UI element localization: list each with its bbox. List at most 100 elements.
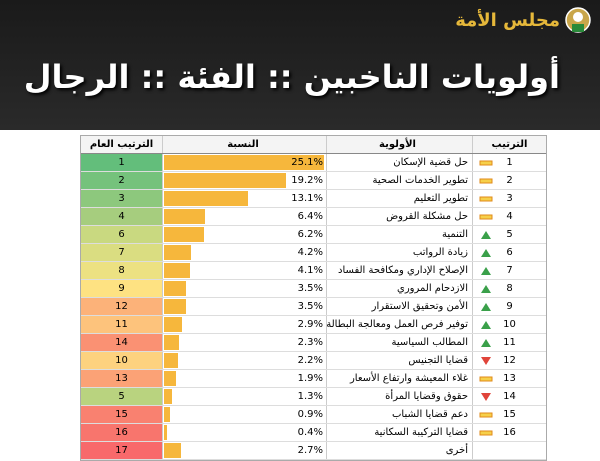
share-label: 1.3% — [297, 391, 323, 402]
data-bar — [164, 443, 182, 458]
share-cell: 1.3% — [163, 388, 327, 405]
rank: 8 — [506, 283, 513, 294]
share-label: 2.9% — [297, 319, 323, 330]
overall-rank: 10 — [81, 352, 163, 369]
share-label: 0.4% — [297, 427, 323, 438]
priority: دعم قضايا الشباب — [327, 406, 473, 423]
slide-title: أولويات الناخبين :: الفئة :: الرجال — [23, 58, 560, 96]
priority: حقوق وقضايا المرأة — [327, 388, 473, 405]
share-cell: 2.3% — [163, 334, 327, 351]
data-bar — [164, 317, 183, 332]
up-arrow — [481, 267, 491, 275]
logo — [565, 7, 591, 33]
table-row: 13 1.9% غلاء المعيشة وارتفاع الأسعار 13 — [81, 370, 546, 388]
rank-cell: 11 — [473, 334, 546, 351]
flat-dash — [479, 430, 493, 436]
rank: 9 — [506, 301, 513, 312]
data-bar — [164, 227, 204, 242]
data-bar — [164, 425, 167, 440]
data-bar — [164, 353, 179, 368]
overall-rank: 8 — [81, 262, 163, 279]
trend-icon — [479, 178, 493, 184]
trend-icon — [479, 160, 493, 166]
flat-dash — [479, 196, 493, 202]
trend-icon — [479, 214, 493, 220]
overall-rank: 15 — [81, 406, 163, 423]
rank-cell: 3 — [473, 190, 546, 207]
table-row: 17 2.7% أخرى — [81, 442, 546, 460]
share-cell: 19.2% — [163, 172, 327, 189]
data-bar — [164, 173, 287, 188]
priority: توفير فرص العمل ومعالجة البطالة — [327, 316, 473, 333]
share-label: 0.9% — [297, 409, 323, 420]
share-label: 3.5% — [297, 283, 323, 294]
rank: 12 — [503, 355, 516, 366]
rank-cell: 16 — [473, 424, 546, 441]
priority: زيادة الرواتب — [327, 244, 473, 261]
overall-rank: 11 — [81, 316, 163, 333]
logo-text: مجلس الأمة — [455, 10, 560, 31]
rank-cell: 4 — [473, 208, 546, 225]
table-row: 7 4.2% زيادة الرواتب 6 — [81, 244, 546, 262]
trend-icon — [481, 249, 491, 257]
share-cell: 2.9% — [163, 316, 327, 333]
share-label: 2.2% — [297, 355, 323, 366]
overall-rank: 9 — [81, 280, 163, 297]
trend-icon — [481, 231, 491, 239]
share-label: 25.1% — [291, 157, 323, 168]
rank-cell: 5 — [473, 226, 546, 243]
priority: قضايا التركيبة السكانية — [327, 424, 473, 441]
priority: حل قضية الإسكان — [327, 154, 473, 171]
column-header: النسبة — [163, 136, 327, 153]
share-cell: 25.1% — [163, 154, 327, 171]
rank-cell: 1 — [473, 154, 546, 171]
table-row: 10 2.2% قضايا التجنيس 12 — [81, 352, 546, 370]
rank-cell: 10 — [473, 316, 546, 333]
share-label: 2.3% — [297, 337, 323, 348]
flat-dash — [479, 376, 493, 382]
data-bar — [164, 209, 205, 224]
trend-icon — [481, 339, 491, 347]
rank-cell: 14 — [473, 388, 546, 405]
share-cell: 3.5% — [163, 298, 327, 315]
priority: غلاء المعيشة وارتفاع الأسعار — [327, 370, 473, 387]
overall-rank: 13 — [81, 370, 163, 387]
data-bar — [164, 299, 187, 314]
data-bar — [164, 335, 179, 350]
rank: 15 — [503, 409, 516, 420]
share-cell: 6.4% — [163, 208, 327, 225]
priority: الازدحام المروري — [327, 280, 473, 297]
share-cell: 4.1% — [163, 262, 327, 279]
up-arrow — [481, 285, 491, 293]
table-row: 1 25.1% حل قضية الإسكان 1 — [81, 154, 546, 172]
rank-cell — [473, 442, 546, 459]
rank: 3 — [506, 193, 513, 204]
table-row: 2 19.2% تطوير الخدمات الصحية 2 — [81, 172, 546, 190]
rank-cell: 15 — [473, 406, 546, 423]
rank: 14 — [503, 391, 516, 402]
trend-icon — [481, 303, 491, 311]
share-cell: 2.7% — [163, 442, 327, 459]
share-label: 4.1% — [297, 265, 323, 276]
share-cell: 2.2% — [163, 352, 327, 369]
rank: 11 — [503, 337, 516, 348]
column-header: الترتيب العام — [81, 136, 163, 153]
trend-icon — [481, 357, 491, 365]
rank: 5 — [506, 229, 513, 240]
rank-cell: 7 — [473, 262, 546, 279]
trend-icon — [481, 321, 491, 329]
share-cell: 0.9% — [163, 406, 327, 423]
flat-dash — [479, 178, 493, 184]
rank: 16 — [503, 427, 516, 438]
flat-dash — [479, 412, 493, 418]
data-bar — [164, 389, 173, 404]
overall-rank: 3 — [81, 190, 163, 207]
column-header: الترتيب — [491, 139, 528, 150]
share-label: 4.2% — [297, 247, 323, 258]
data-bar — [164, 191, 248, 206]
share-label: 1.9% — [297, 373, 323, 384]
overall-rank: 1 — [81, 154, 163, 171]
table-row: 14 2.3% المطالب السياسية 11 — [81, 334, 546, 352]
